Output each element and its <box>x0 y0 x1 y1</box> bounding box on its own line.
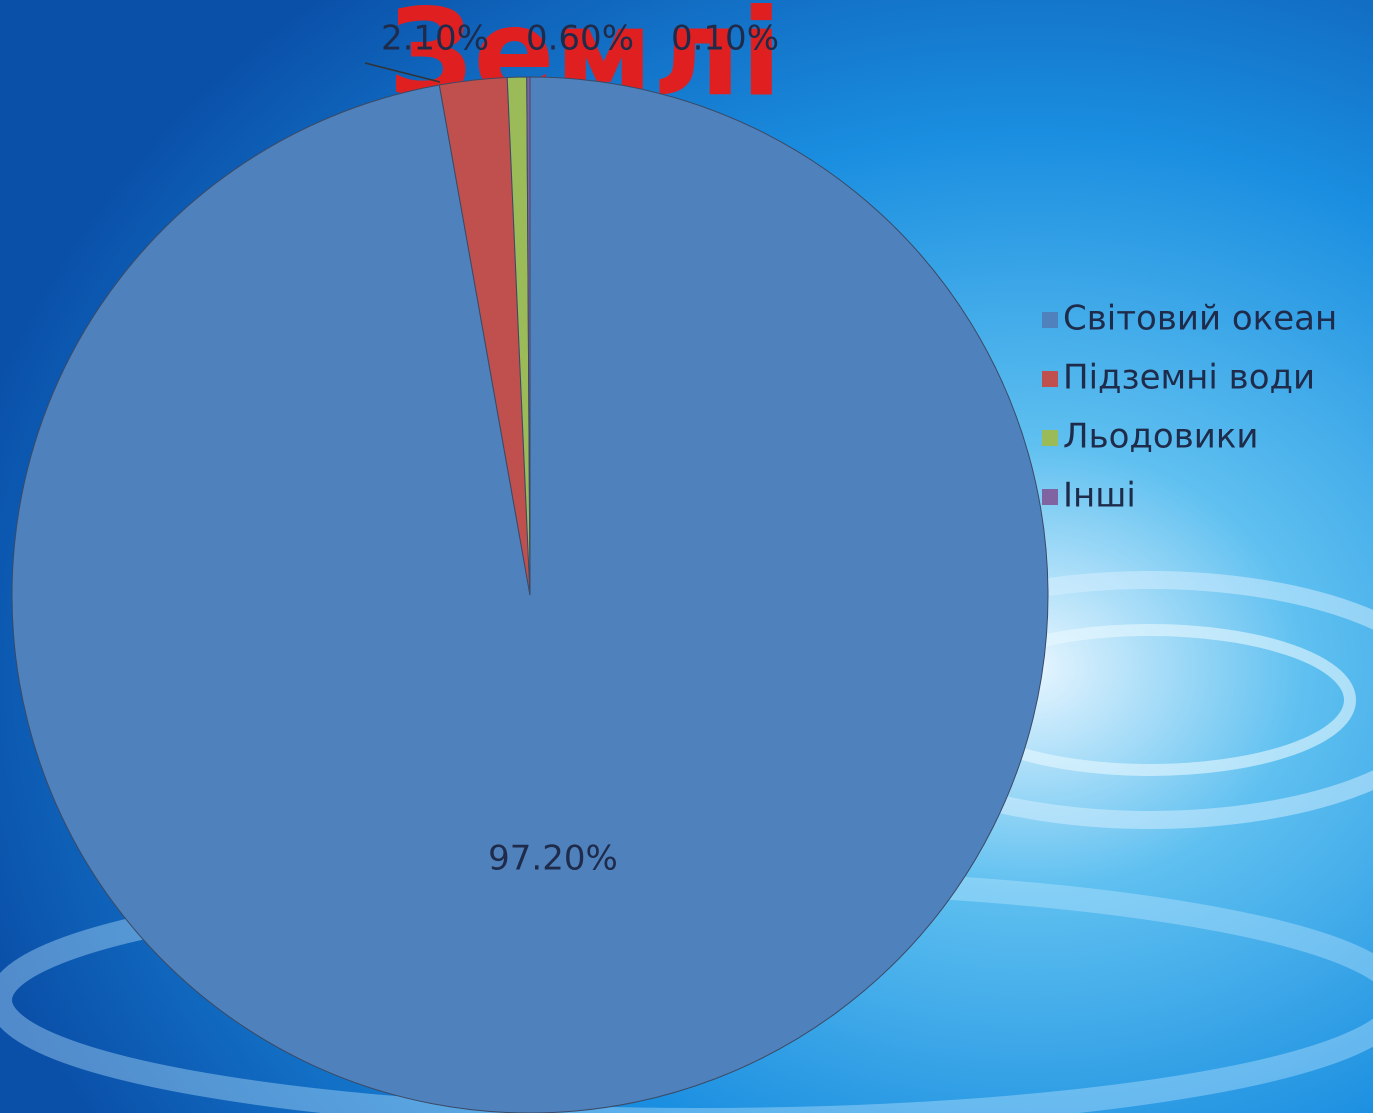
legend-swatch <box>1042 371 1058 387</box>
data-label: 0.60% <box>526 19 634 59</box>
legend-label: Підземні води <box>1063 358 1315 398</box>
legend-swatch <box>1042 430 1058 446</box>
legend-swatch <box>1042 312 1058 328</box>
legend: Світовий океан Підземні води Льодовики Інші <box>1042 299 1337 516</box>
labels: 97.20% 2.10% 0.60% 0.10% <box>364 19 779 879</box>
legend-label: Льодовики <box>1063 417 1258 457</box>
legend-label: Світовий океан <box>1063 299 1337 339</box>
data-label: 0.10% <box>671 19 779 59</box>
pie-slice <box>526 76 531 596</box>
legend-label: Інші <box>1063 476 1136 516</box>
pie <box>11 76 1049 1113</box>
legend-swatch <box>1042 489 1058 505</box>
leader-line <box>364 62 441 83</box>
data-label: 97.20% <box>488 839 618 879</box>
data-label: 2.10% <box>381 19 489 59</box>
